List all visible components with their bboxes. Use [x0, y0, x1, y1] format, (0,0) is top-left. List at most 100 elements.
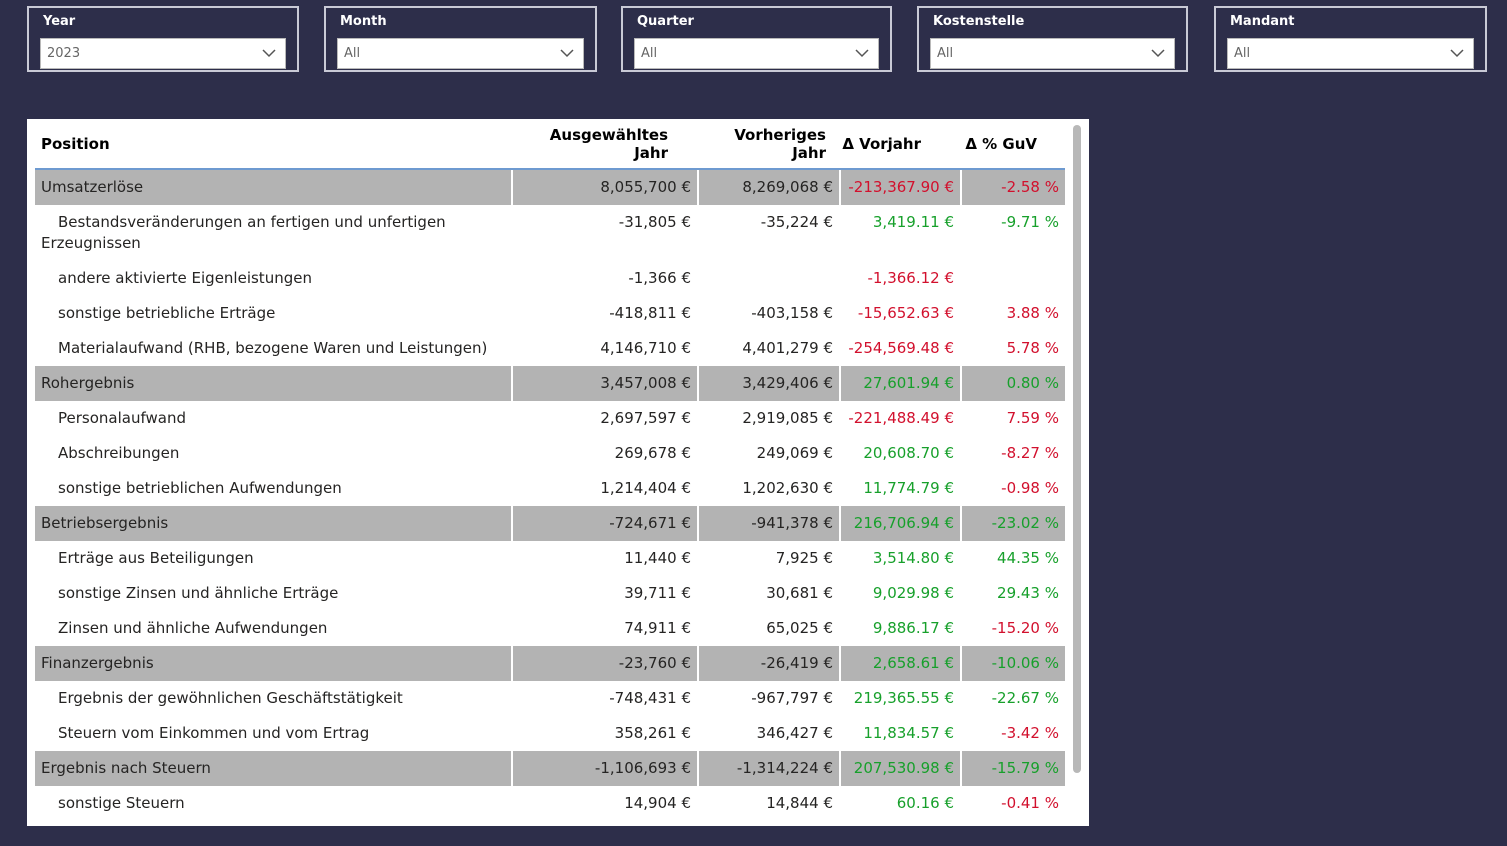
quarter-dropdown[interactable]: All: [634, 38, 879, 69]
cell-previous-year: -35,224 €: [697, 205, 840, 261]
table-row[interactable]: Materialaufwand (RHB, bezogene Waren und…: [35, 331, 1065, 366]
table-row[interactable]: andere aktivierte Eigenleistungen -1,366 …: [35, 261, 1065, 296]
cell-delta-pct: 5.78 %: [960, 331, 1065, 366]
year-dropdown[interactable]: 2023: [40, 38, 286, 69]
slicer-title: Quarter: [637, 14, 694, 29]
column-header-position[interactable]: Position: [35, 119, 512, 170]
cell-delta-prev: -221,488.49 €: [839, 401, 961, 436]
cell-delta-prev: 9,029.98 €: [839, 576, 961, 611]
cell-selected-year: -23,760 €: [511, 646, 698, 681]
cell-position: Erträge aus Beteiligungen: [35, 541, 512, 576]
cell-selected-year: 8,055,700 €: [511, 169, 698, 205]
cell-selected-year: -724,671 €: [511, 506, 698, 541]
table-row[interactable]: Bestandsveränderungen an fertigen und un…: [35, 205, 1065, 261]
table-row[interactable]: Zinsen und ähnliche Aufwendungen 74,911 €…: [35, 611, 1065, 646]
cell-selected-year: 11,440 €: [511, 541, 698, 576]
cell-selected-year: 269,678 €: [511, 436, 698, 471]
table-row-subtotal[interactable]: Umsatzerlöse 8,055,700 €8,269,068 € -213,3…: [35, 169, 1065, 205]
cell-previous-year: 8,269,068 €: [697, 169, 840, 205]
kostenstelle-dropdown[interactable]: All: [930, 38, 1175, 69]
cell-previous-year: -26,419 €: [697, 646, 840, 681]
cell-selected-year: 74,911 €: [511, 611, 698, 646]
cell-previous-year: -403,158 €: [697, 296, 840, 331]
cell-position: Umsatzerlöse: [35, 169, 512, 205]
cell-delta-prev: 11,834.57 €: [839, 716, 961, 751]
position-label: Zinsen und ähnliche Aufwendungen: [58, 619, 328, 637]
table-row[interactable]: Erträge aus Beteiligungen 11,440 €7,925 €…: [35, 541, 1065, 576]
cell-delta-prev: 3,514.80 €: [839, 541, 961, 576]
cell-position: Finanzergebnis: [35, 646, 512, 681]
position-label: sonstige betriebliche Erträge: [58, 304, 276, 322]
table-row-subtotal[interactable]: Betriebsergebnis -724,671 € -941,378 €216,…: [35, 506, 1065, 541]
slicer-value: All: [1234, 46, 1251, 61]
column-header-delta-pct[interactable]: Δ % GuV: [961, 119, 1065, 170]
cell-delta-prev: 20,608.70 €: [839, 436, 961, 471]
table-row[interactable]: Steuern vom Einkommen und vom Ertrag 358,…: [35, 716, 1065, 751]
table-row[interactable]: sonstige Steuern 14,904 €14,844 €60.16 € -…: [35, 786, 1065, 821]
position-label: Erträge aus Beteiligungen: [58, 549, 254, 567]
table-row[interactable]: sonstige betriebliche Erträge -418,811 € -…: [35, 296, 1065, 331]
cell-delta-pct: -0.98 %: [960, 471, 1065, 506]
cell-delta-pct: 7.59 %: [960, 401, 1065, 436]
cell-delta-pct: -23.02 %: [960, 506, 1065, 541]
position-label: Betriebsergebnis: [41, 514, 169, 532]
table-row-subtotal[interactable]: Finanzergebnis -23,760 € -26,419 €2,658.61…: [35, 646, 1065, 681]
table-row[interactable]: sonstige betrieblichen Aufwendungen 1,214…: [35, 471, 1065, 506]
slicer-value: All: [641, 46, 658, 61]
cell-position: Personalaufwand: [35, 401, 512, 436]
slicer-value: 2023: [47, 46, 81, 61]
slicer-kostenstelle: Kostenstelle All: [917, 6, 1188, 72]
cell-position: Betriebsergebnis: [35, 506, 512, 541]
cell-position: Materialaufwand (RHB, bezogene Waren und…: [35, 331, 512, 366]
cell-delta-prev: 207,530.98 €: [839, 751, 961, 786]
cell-position: Steuern vom Einkommen und vom Ertrag: [35, 716, 512, 751]
cell-delta-pct: [960, 261, 1065, 296]
cell-previous-year: 249,069 €: [697, 436, 840, 471]
cell-previous-year: 14,844 €: [697, 786, 840, 821]
cell-delta-pct: -22.67 %: [960, 681, 1065, 716]
table-row[interactable]: Ergebnis der gewöhnlichen Geschäftstätig…: [35, 681, 1065, 716]
table-row-subtotal[interactable]: Ergebnis nach Steuern -1,106,693 € -1,314,…: [35, 751, 1065, 786]
vertical-scrollbar[interactable]: [1073, 125, 1081, 773]
cell-delta-prev: 2,658.61 €: [839, 646, 961, 681]
column-header-delta-prev[interactable]: Δ Vorjahr: [840, 119, 961, 170]
table-row-subtotal[interactable]: Rohergebnis 3,457,008 €3,429,406 €27,601.…: [35, 366, 1065, 401]
cell-previous-year: 4,401,279 €: [697, 331, 840, 366]
cell-selected-year: 39,711 €: [511, 576, 698, 611]
table-body: Umsatzerlöse 8,055,700 €8,269,068 € -213,3…: [35, 169, 1065, 821]
position-label: Abschreibungen: [58, 444, 180, 462]
month-dropdown[interactable]: All: [337, 38, 584, 69]
cell-delta-prev: -213,367.90 €: [839, 169, 961, 205]
cell-delta-prev: -1,366.12 €: [839, 261, 961, 296]
table-row[interactable]: sonstige Zinsen und ähnliche Erträge 39,7…: [35, 576, 1065, 611]
cell-delta-pct: 3.88 %: [960, 296, 1065, 331]
cell-delta-prev: 27,601.94 €: [839, 366, 961, 401]
cell-selected-year: -748,431 €: [511, 681, 698, 716]
slicer-title: Mandant: [1230, 14, 1295, 29]
column-header-selected-year[interactable]: Ausgewähltes Jahr: [512, 119, 698, 170]
cell-selected-year: -418,811 €: [511, 296, 698, 331]
table-row[interactable]: Abschreibungen 269,678 €249,069 €20,608.7…: [35, 436, 1065, 471]
cell-previous-year: 1,202,630 €: [697, 471, 840, 506]
chevron-down-icon: [1447, 44, 1467, 64]
position-label: andere aktivierte Eigenleistungen: [58, 269, 312, 287]
cell-delta-prev: 11,774.79 €: [839, 471, 961, 506]
column-header-previous-year[interactable]: Vorheriges Jahr: [698, 119, 840, 170]
mandant-dropdown[interactable]: All: [1227, 38, 1474, 69]
slicer-title: Kostenstelle: [933, 14, 1025, 29]
cell-previous-year: 7,925 €: [697, 541, 840, 576]
cell-delta-pct: -15.20 %: [960, 611, 1065, 646]
position-label: Steuern vom Einkommen und vom Ertrag: [58, 724, 370, 742]
position-label: Finanzergebnis: [41, 654, 154, 672]
position-label: Personalaufwand: [58, 409, 186, 427]
cell-selected-year: 4,146,710 €: [511, 331, 698, 366]
cell-delta-prev: -254,569.48 €: [839, 331, 961, 366]
position-label: sonstige betrieblichen Aufwendungen: [58, 479, 342, 497]
cell-selected-year: 3,457,008 €: [511, 366, 698, 401]
cell-previous-year: -941,378 €: [697, 506, 840, 541]
cell-previous-year: -967,797 €: [697, 681, 840, 716]
cell-delta-pct: -9.71 %: [960, 205, 1065, 261]
table-row[interactable]: Personalaufwand 2,697,597 €2,919,085 € -22…: [35, 401, 1065, 436]
cell-position: Zinsen und ähnliche Aufwendungen: [35, 611, 512, 646]
cell-delta-pct: 29.43 %: [960, 576, 1065, 611]
